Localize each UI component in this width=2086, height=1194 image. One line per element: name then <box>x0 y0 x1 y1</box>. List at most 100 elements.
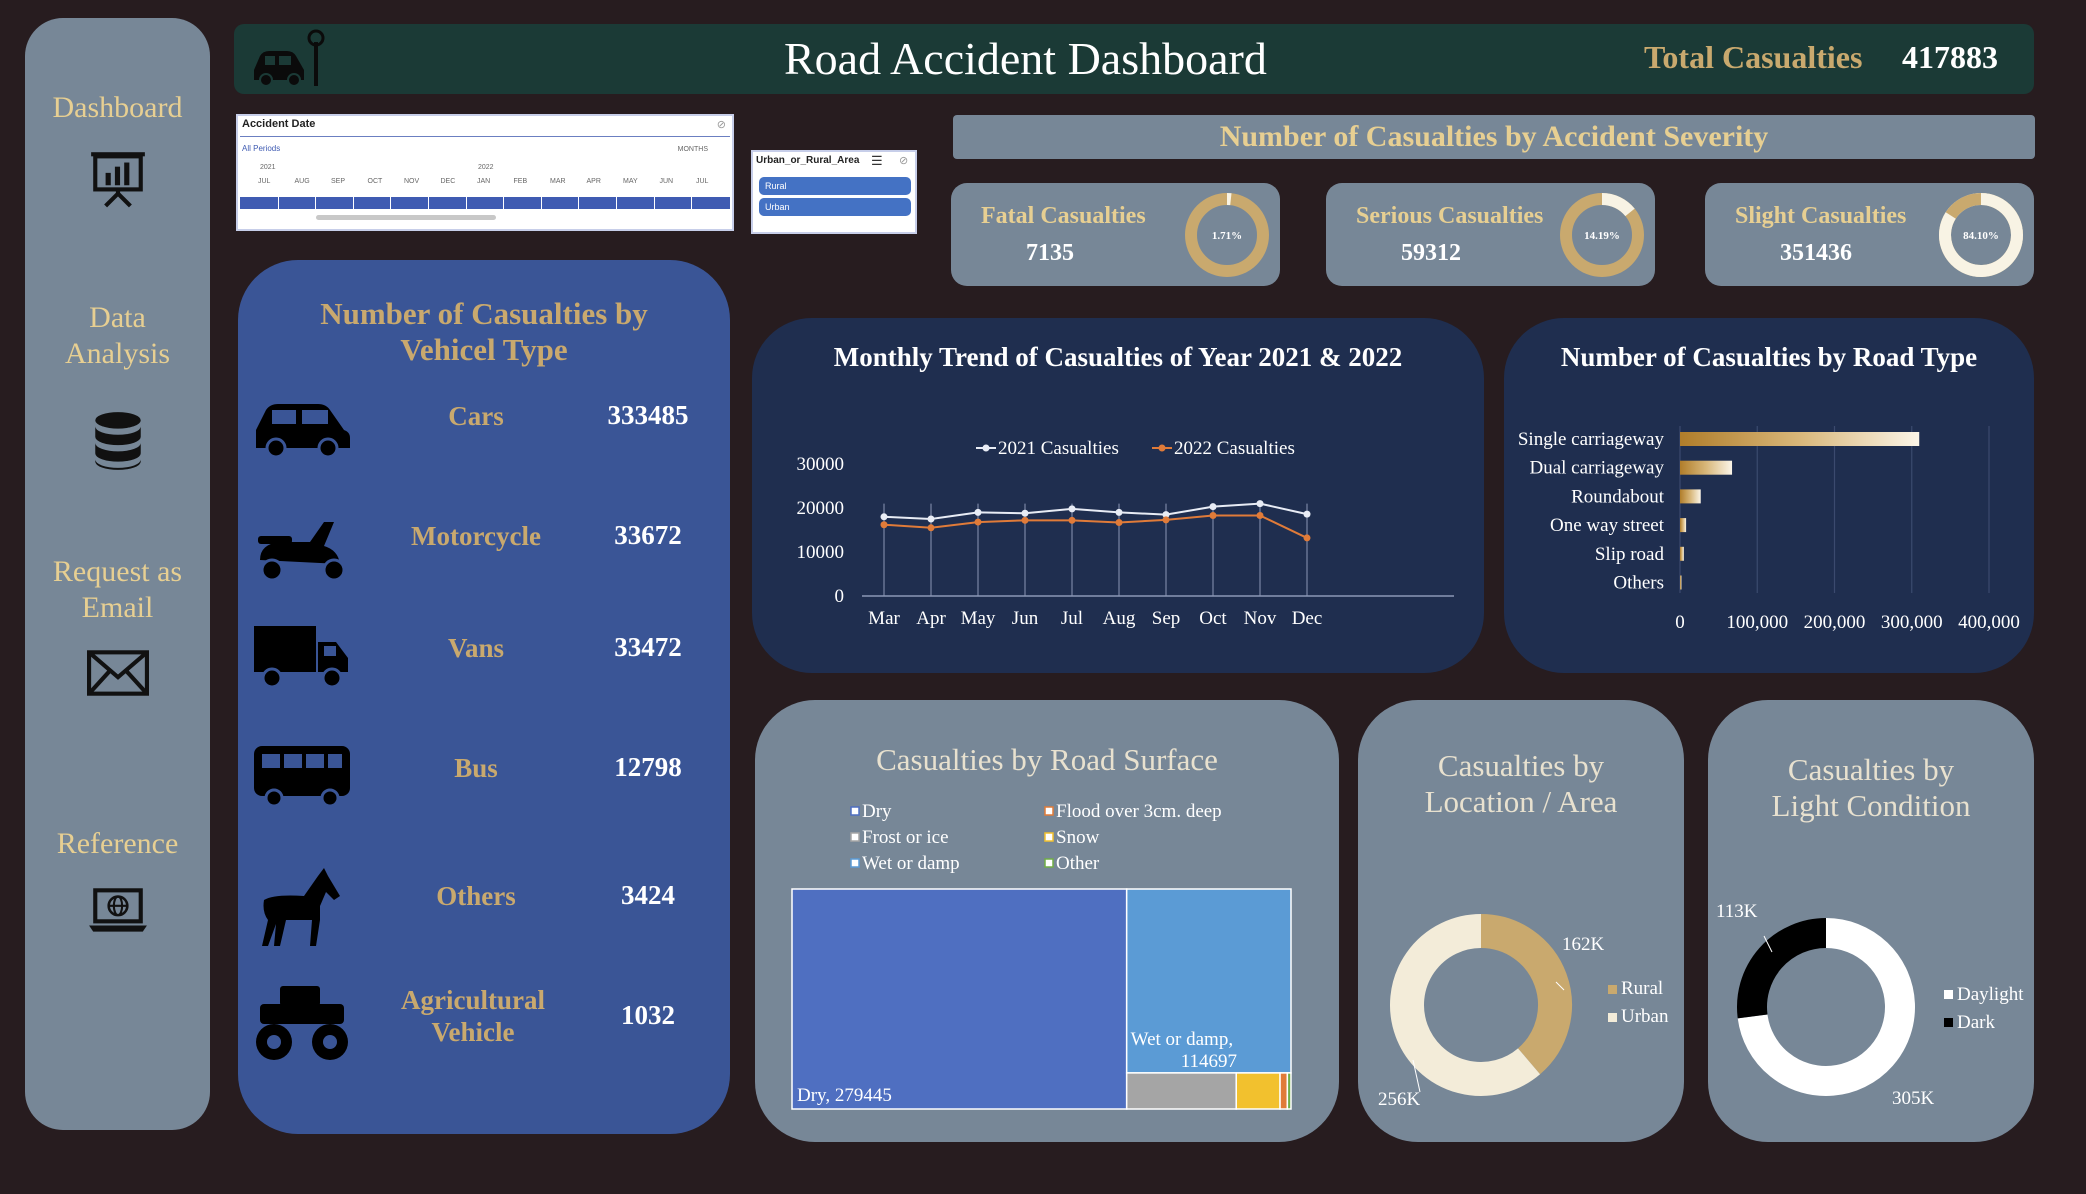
timeline-tick <box>503 197 505 209</box>
x-tick-label: 200,000 <box>1804 612 1866 633</box>
road-type-bar <box>1680 575 1682 590</box>
timeline-tick <box>616 197 617 209</box>
series-point <box>927 524 935 532</box>
vehicle-row: Vans 33472 <box>238 622 728 732</box>
series-point <box>1209 503 1217 511</box>
month-label: FEB <box>513 178 528 185</box>
vehicle-row: Bus 12798 <box>238 742 728 852</box>
data-label-urban: 256K <box>1378 1089 1421 1110</box>
y-tick-label: 30000 <box>797 454 845 475</box>
series-point <box>974 508 982 516</box>
nav-data-analysis[interactable]: Data Analysis <box>25 300 210 372</box>
severity-card-label: Serious Casualties <box>1356 203 1544 229</box>
vehicle-row: Cars 333485 <box>238 390 728 500</box>
road-type-bar <box>1680 489 1701 504</box>
series-point <box>974 518 982 526</box>
total-casualties-value: 417883 <box>1902 39 1998 75</box>
vehicle-value: 33472 <box>614 632 682 662</box>
timeline-tick <box>390 197 392 209</box>
month-label: JUL <box>696 178 709 185</box>
legend-swatch <box>1044 806 1054 816</box>
legend-label: Frost or ice <box>862 827 949 848</box>
monthly-trend-chart: 0 10000 20000 30000 Mar Apr May Jun Jul Aug Sep Oct… <box>797 438 1454 629</box>
x-tick-label: Nov <box>1244 608 1277 629</box>
x-tick-label: Aug <box>1103 608 1136 629</box>
series-point <box>1021 509 1029 517</box>
treemap-flood <box>1279 1072 1289 1110</box>
severity-donut: 14.19% <box>1560 193 1644 277</box>
legend-label: 2022 Casualties <box>1174 438 1295 459</box>
legend-swatch <box>1044 832 1054 842</box>
legend-swatch <box>1044 858 1054 868</box>
donut-percent-label: 84.10% <box>1963 230 1999 242</box>
road-type-chart: 0 100,000 200,000 300,000 400,000 Single carr… <box>1518 426 2020 633</box>
severity-card: Slight Casualties 351436 84.10% <box>1705 183 2034 286</box>
road-type-label: Dual carriageway <box>1529 458 1664 479</box>
light-title-line2: Light Condition <box>1771 788 1971 823</box>
urban-option[interactable]: Urban <box>759 198 911 216</box>
series-point <box>880 513 888 521</box>
month-label: SEP <box>331 178 346 185</box>
legend-swatch <box>850 832 860 842</box>
vehicle-row: Motorcycle 33672 <box>238 510 728 620</box>
clear-filter-icon[interactable]: ⊘ <box>716 119 726 131</box>
month-label: APR <box>586 178 601 185</box>
severity-card-value: 59312 <box>1401 240 1461 266</box>
series-point <box>1256 511 1264 519</box>
series-point <box>1115 508 1123 516</box>
year-2021-label: 2021 <box>260 164 276 171</box>
legend-swatch <box>1944 990 1953 999</box>
timeline-tick <box>578 197 580 209</box>
light-chart: 305K 113K Daylight Dark <box>1716 901 2024 1109</box>
vehicle-type-panel: Number of Casualties by Vehicel Type Car… <box>238 260 730 1134</box>
multi-select-icon[interactable]: ☰ <box>871 153 883 168</box>
treemap-wet <box>1125 888 1292 1074</box>
area-slicer[interactable]: Urban_or_Rural_Area ☰ ⊘ Rural Urban <box>751 150 917 234</box>
timeline-scrollbar[interactable] <box>316 215 496 220</box>
clear-filter-icon[interactable]: ⊘ <box>899 155 909 167</box>
timeline-bar[interactable] <box>240 197 730 209</box>
nav-dashboard[interactable]: Dashboard <box>52 91 183 124</box>
series-point <box>1162 511 1170 519</box>
envelope-icon[interactable] <box>87 642 149 704</box>
date-slicer-period[interactable]: All Periods <box>242 144 281 153</box>
presentation-chart-icon[interactable] <box>87 146 149 208</box>
severity-donut: 1.71% <box>1185 193 1269 277</box>
timeline-tick <box>428 197 429 209</box>
nav-request-email[interactable]: Request as Email <box>25 554 210 626</box>
donut-slice-urban <box>1390 914 1541 1096</box>
database-icon[interactable] <box>87 410 149 472</box>
donut-share-slice <box>1939 193 2023 277</box>
month-label: JUN <box>659 178 674 185</box>
truck-icon <box>254 626 348 689</box>
legend-label: Other <box>1056 853 1100 874</box>
vehicle-value: 33672 <box>614 520 682 550</box>
severity-card: Fatal Casualties 7135 1.71% <box>951 183 1280 286</box>
vehicle-value: 333485 <box>607 400 689 430</box>
x-tick-label: May <box>961 608 996 629</box>
laptop-globe-icon[interactable] <box>87 880 149 942</box>
vehicle-name: Agricultural Vehicle <box>401 985 545 1047</box>
date-slicer-title: Accident Date <box>242 118 316 130</box>
series-point <box>927 515 935 523</box>
road-type-title: Number of Casualties by Road Type <box>1560 342 1978 372</box>
timeline-tick <box>691 197 693 209</box>
treemap-snow <box>1235 1072 1281 1110</box>
light-panel: Casualties by Light Condition 305K 113K Da… <box>1708 700 2034 1142</box>
treemap-frost <box>1125 1072 1237 1110</box>
timeline-tick <box>277 197 279 209</box>
dashboard-title: Road Accident Dashboard <box>784 33 1267 84</box>
rural-option[interactable]: Rural <box>759 177 911 195</box>
date-slicer-unit[interactable]: MONTHS <box>677 146 708 153</box>
series-point <box>1115 519 1123 527</box>
accident-date-slicer[interactable]: Accident Date ⊘ All Periods MONTHS 2021 … <box>236 114 734 231</box>
vehicle-name: Others <box>436 881 516 911</box>
y-tick-label: 0 <box>835 586 845 607</box>
nav-reference[interactable]: Reference <box>56 827 179 860</box>
month-label: AUG <box>294 178 310 185</box>
legend-label: Wet or damp <box>862 853 960 874</box>
year-2022-label: 2022 <box>478 164 494 171</box>
donut-percent-label: 14.19% <box>1584 230 1620 242</box>
severity-card-label: Slight Casualties <box>1735 203 1907 229</box>
road-type-bar <box>1680 460 1733 475</box>
